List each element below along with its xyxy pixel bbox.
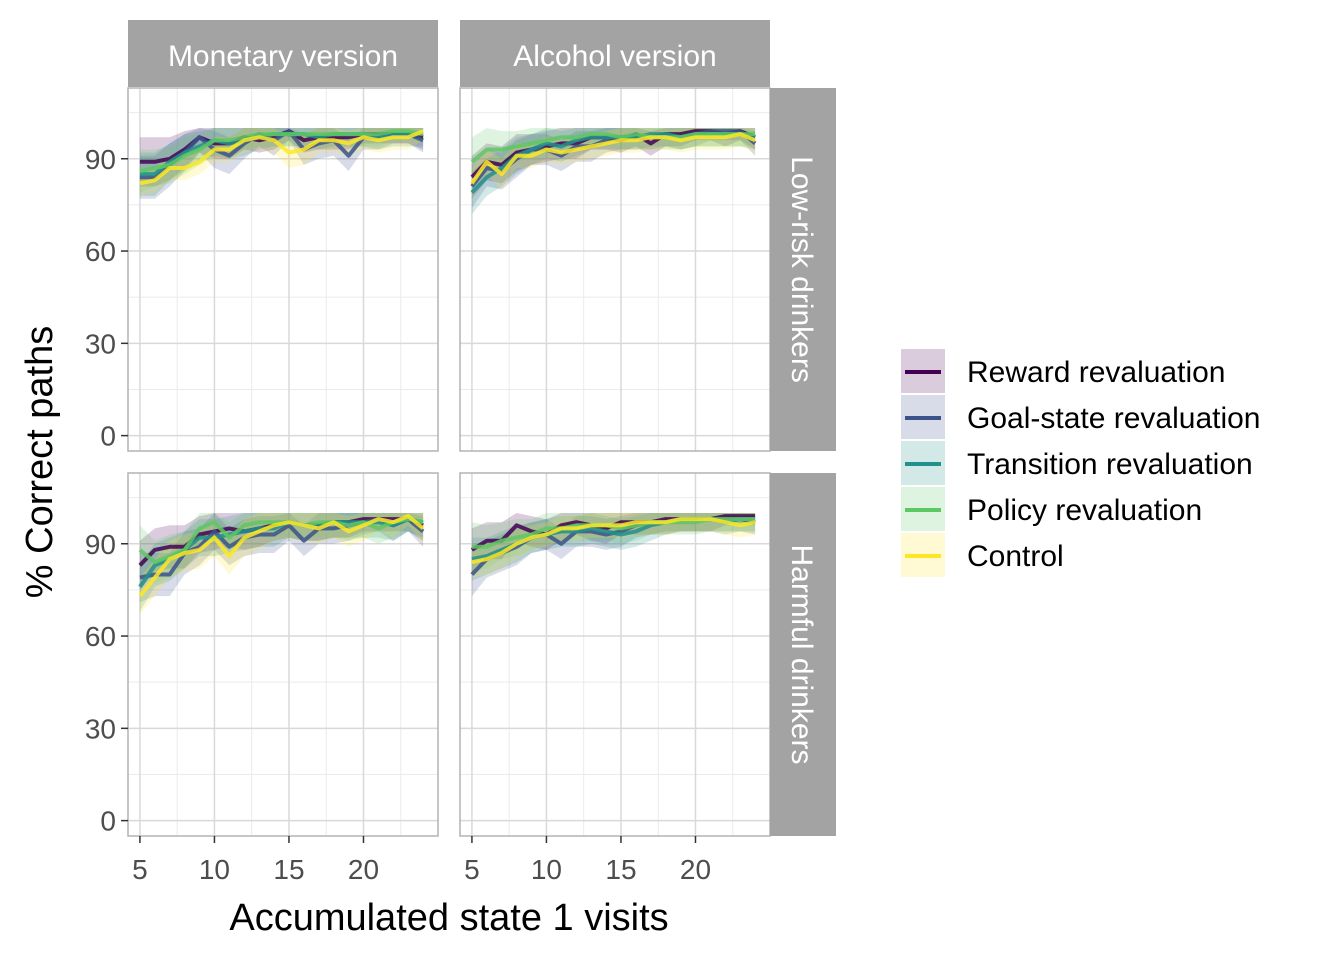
- y-axis-title: % Correct paths: [19, 326, 61, 598]
- series-line-4: [138, 514, 425, 598]
- legend-item-4: Control: [901, 533, 1064, 577]
- legend-item-0: Reward revaluation: [901, 349, 1225, 393]
- y-tick-label: 60: [85, 236, 116, 267]
- series-line-4: [471, 517, 756, 565]
- col-strip-label-alcohol: Alcohol version: [513, 40, 716, 73]
- row-strip-low-risk: [770, 88, 836, 451]
- legend: Reward revaluation Goal-state revaluation…: [901, 349, 1261, 577]
- legend-label: Transition revaluation: [967, 448, 1253, 481]
- panels-layer: 0 30 60 90 0 30 60 90 5 10 15 20 5 10 15 20: [85, 87, 771, 885]
- series-line-4: [139, 129, 424, 186]
- x-tick-label: 20: [680, 854, 711, 885]
- x-tick-label: 5: [464, 854, 480, 885]
- y-tick-label: 90: [85, 144, 116, 175]
- x-axis-title: Accumulated state 1 visits: [229, 897, 668, 939]
- panel-1: [459, 87, 771, 452]
- y-tick-label: 0: [100, 421, 116, 452]
- panel-background: [128, 473, 438, 836]
- col-strip-monetary: [128, 20, 438, 87]
- x-tick-label: 15: [273, 854, 304, 885]
- panel-3: 5 10 15 20: [459, 472, 771, 885]
- legend-label: Goal-state revaluation: [967, 402, 1261, 435]
- legend-label: Control: [967, 540, 1064, 573]
- ci-ribbon-3: [471, 513, 756, 572]
- legend-item-2: Transition revaluation: [901, 441, 1253, 485]
- legend-item-3: Policy revaluation: [901, 487, 1202, 531]
- y-tick-label: 30: [85, 713, 116, 744]
- legend-label: Policy revaluation: [967, 494, 1202, 527]
- x-tick-label: 10: [199, 854, 230, 885]
- x-tick-label: 10: [531, 854, 562, 885]
- row-strip-harmful: [770, 473, 836, 836]
- row-strip-label-low-risk: Low-risk drinkers: [785, 156, 818, 383]
- ci-ribbon-0: [471, 513, 756, 572]
- panel-border: [127, 472, 439, 837]
- x-tick-label: 5: [132, 854, 148, 885]
- panel-2: 0 30 60 90 5 10 15 20: [85, 472, 439, 885]
- series-line-4: [470, 132, 756, 185]
- series-line-3: [139, 129, 424, 174]
- row-strip-label-harmful: Harmful drinkers: [785, 544, 818, 764]
- x-tick-label: 15: [605, 854, 636, 885]
- legend-label: Reward revaluation: [967, 356, 1225, 389]
- y-tick-label: 90: [85, 529, 116, 560]
- y-tick-label: 0: [100, 806, 116, 837]
- panel-border: [127, 87, 439, 452]
- col-strip-alcohol: [460, 20, 770, 87]
- y-tick-label: 30: [85, 328, 116, 359]
- facet-strips: Monetary version Alcohol version Low-ris…: [128, 20, 836, 836]
- col-strip-label-monetary: Monetary version: [168, 40, 398, 73]
- panel-0: 0 30 60 90: [85, 87, 439, 452]
- legend-item-1: Goal-state revaluation: [901, 395, 1261, 439]
- x-tick-label: 20: [348, 854, 379, 885]
- y-tick-label: 60: [85, 621, 116, 652]
- series-line-3: [470, 132, 756, 164]
